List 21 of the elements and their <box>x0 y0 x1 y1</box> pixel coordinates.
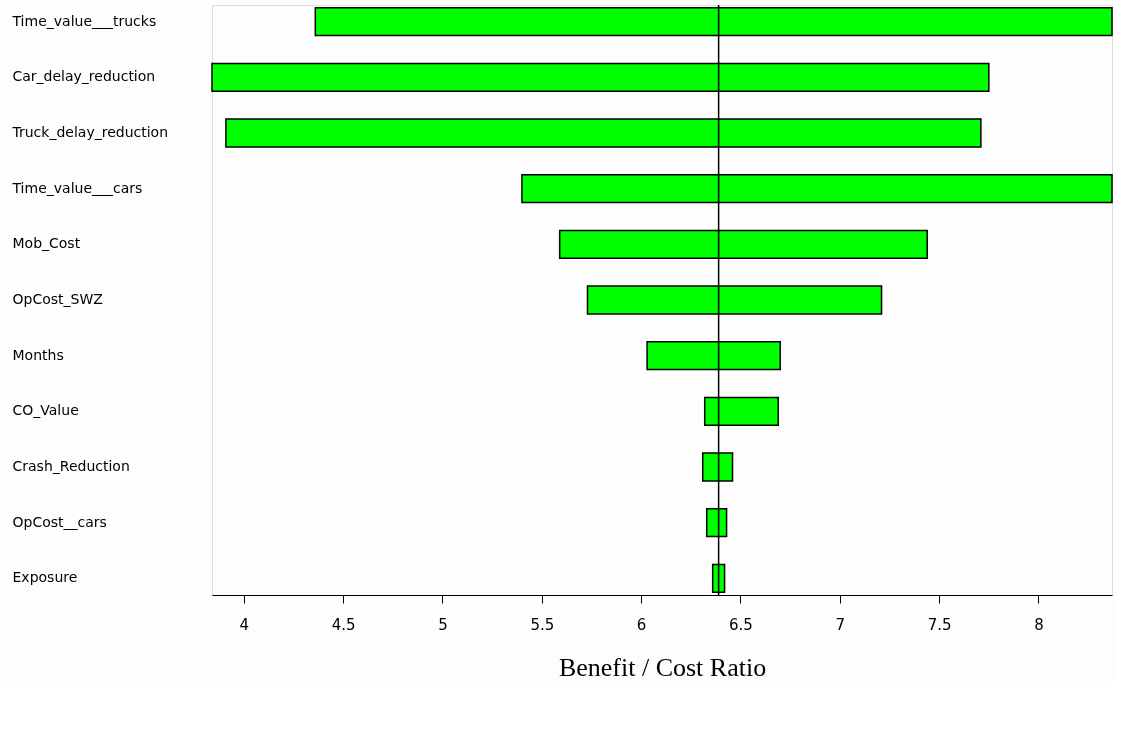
y-tick-label: Crash_Reduction <box>12 457 130 474</box>
y-tick-label: Car_delay_reduction <box>12 68 156 85</box>
x-tick-label: 5.5 <box>530 615 555 634</box>
x-tick-label: 6.5 <box>729 615 753 634</box>
y-tick-label: Months <box>12 346 64 363</box>
y-tick-label: Exposure <box>12 569 78 586</box>
x-tick-label: 6 <box>636 615 647 634</box>
y-tick-label: Time_value___cars <box>11 179 143 196</box>
y-tick-label: OpCost_SWZ <box>12 291 103 307</box>
x-tick-label: 5 <box>438 615 448 634</box>
y-tick-label: CO_Value <box>12 402 79 419</box>
y-tick-label: OpCost__cars <box>12 513 107 530</box>
x-tick-label: 7 <box>835 615 846 634</box>
x-tick-label: 4 <box>239 615 250 634</box>
y-tick-label: Time_value___trucks <box>11 12 157 29</box>
x-axis-title: Benefit / Cost Ratio <box>558 652 767 682</box>
x-tick-label: 7.5 <box>927 615 952 634</box>
y-tick-label: Truck_delay_reduction <box>11 124 169 141</box>
x-tick-label: 4.5 <box>331 615 356 634</box>
y-tick-label: Mob_Cost <box>12 235 81 252</box>
x-tick-label: 8 <box>1034 615 1044 634</box>
